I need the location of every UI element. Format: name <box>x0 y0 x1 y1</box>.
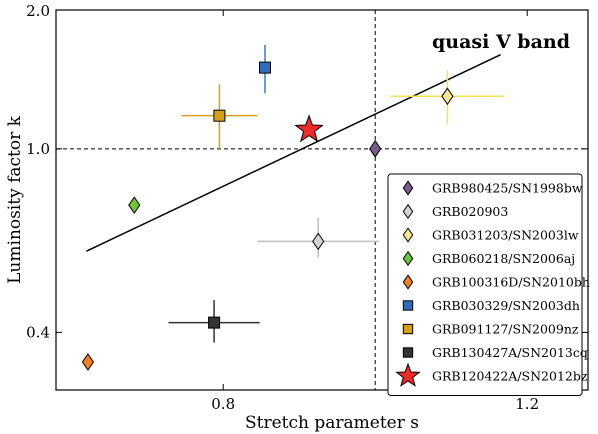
legend-marker <box>402 347 414 358</box>
legend-box <box>387 173 583 396</box>
legend-marker <box>402 300 414 311</box>
legend-entry: GRB020903 <box>432 204 508 219</box>
legend-entry: GRB030329/SN2003dh <box>432 298 580 313</box>
legend-marker <box>402 203 414 220</box>
legend-entry: GRB091127/SN2009nz <box>432 322 579 337</box>
x-tick-label: 0.8 <box>211 395 235 413</box>
data-point <box>369 139 382 158</box>
legend-entry: GRB120422A/SN2012bz <box>432 369 588 384</box>
plot-frame <box>55 9 589 391</box>
y-tick-label: 1.0 <box>26 140 50 158</box>
data-point <box>81 353 95 371</box>
data-point <box>213 109 226 122</box>
legend-marker <box>402 227 414 243</box>
tick-labels: 0.8 1.2 0.4 1.0 2.0 <box>26 2 539 413</box>
data-point <box>259 61 271 74</box>
legend-entry: GRB130427A/SN2013cq <box>432 345 588 360</box>
legend-marker <box>402 180 414 196</box>
legend-entry: GRB100316D/SN2010bh <box>432 275 590 290</box>
data-point <box>294 114 324 143</box>
legend-entry: GRB980425/SN1998bw <box>432 181 583 196</box>
x-axis-label: Stretch parameter s <box>245 413 419 433</box>
legend-entry: GRB031203/SN2003lw <box>432 228 579 243</box>
data-point <box>312 232 325 251</box>
y-tick-label: 0.4 <box>26 323 50 341</box>
y-tick-label: 2.0 <box>26 2 50 20</box>
legend-entry: GRB060218/SN2006aj <box>432 251 575 266</box>
legend-marker <box>402 250 414 267</box>
legend-marker <box>402 274 414 290</box>
x-tick-label: 1.2 <box>515 395 539 413</box>
band-annotation: quasi V band <box>432 31 570 53</box>
y-axis-label: Luminosity factor k <box>5 115 25 284</box>
data-point <box>208 316 221 329</box>
data-point <box>128 196 141 215</box>
data-point <box>441 87 454 106</box>
fit-line <box>86 54 501 252</box>
data-points <box>81 61 454 371</box>
legend: GRB980425/SN1998bw GRB020903 GRB031203/SN2… <box>387 173 590 396</box>
legend-marker <box>395 362 421 387</box>
reference-lines <box>56 10 588 390</box>
legend-marker <box>402 323 414 335</box>
fit-line-group <box>86 54 501 252</box>
